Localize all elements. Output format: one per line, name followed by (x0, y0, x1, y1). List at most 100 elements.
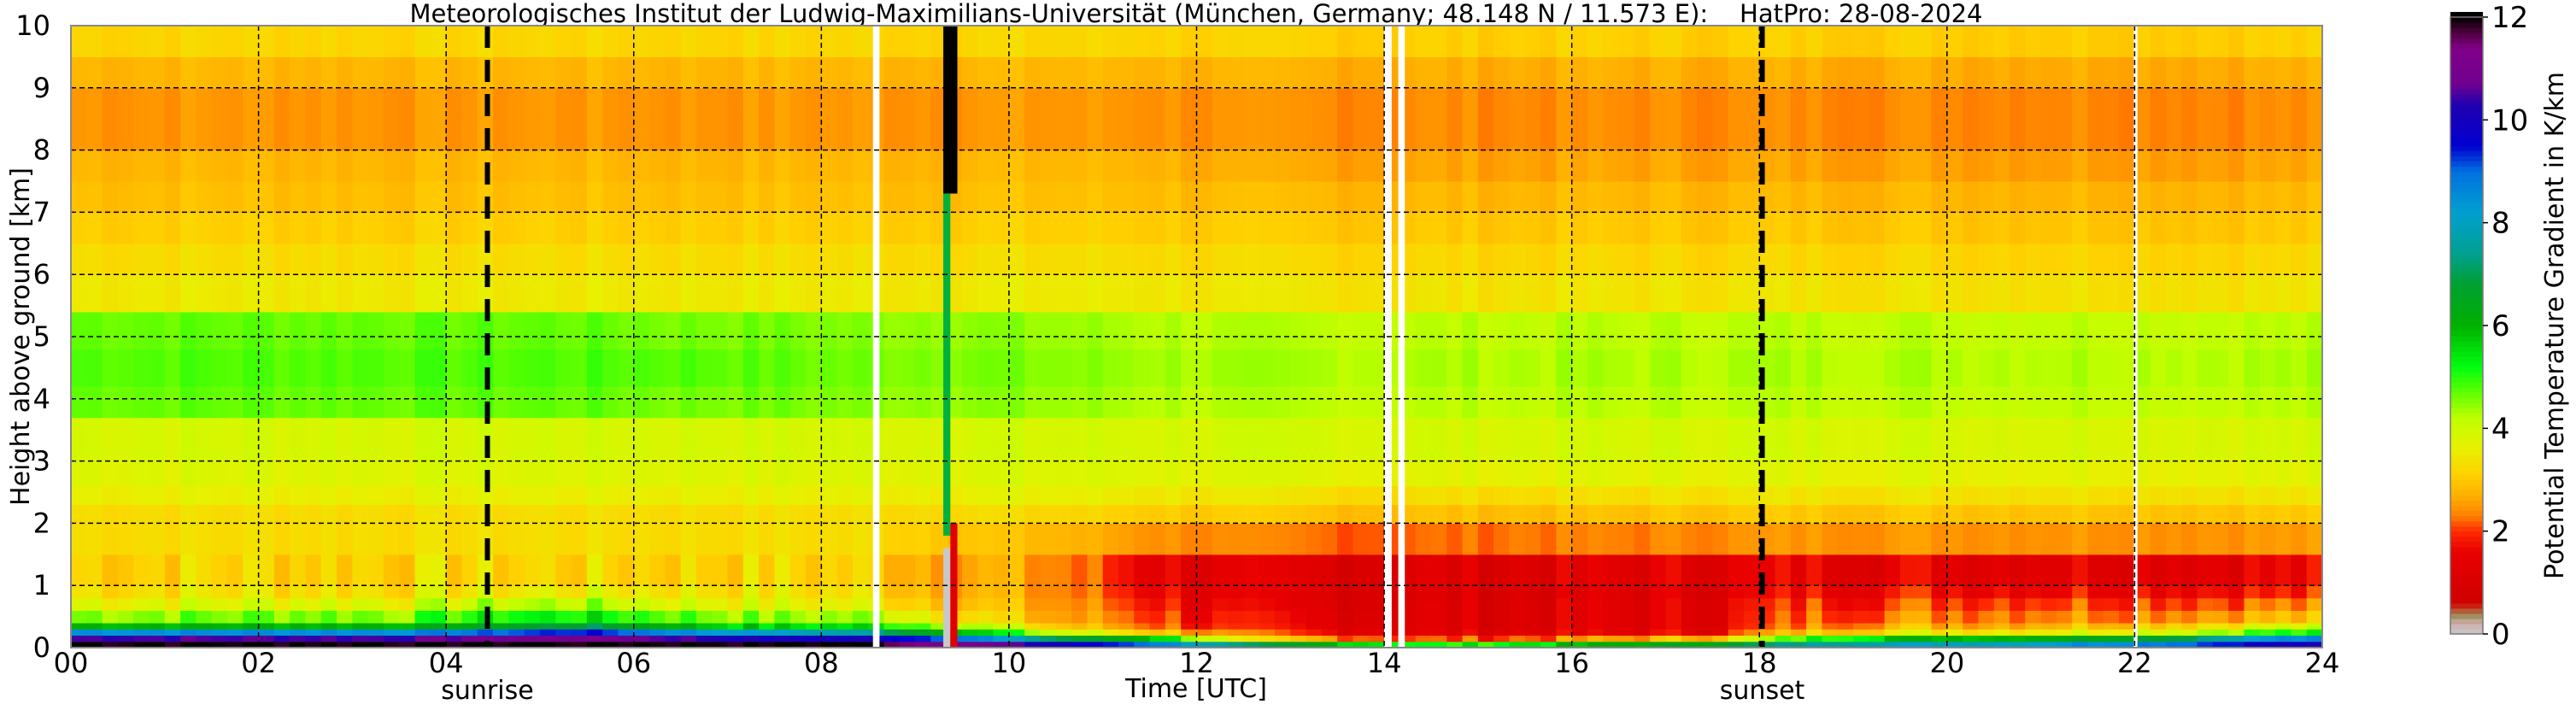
heatmap-cell (633, 119, 650, 151)
heatmap-cell (1790, 554, 1807, 586)
heatmap-cell (2212, 629, 2229, 637)
heatmap-cell (1337, 585, 1354, 599)
heatmap-cell (430, 181, 447, 213)
heatmap-cell (712, 349, 729, 387)
heatmap-cell (1603, 311, 1620, 350)
heatmap-cell (1509, 622, 1526, 630)
heatmap-cell (852, 610, 869, 624)
heatmap-cell (665, 87, 682, 120)
heatmap-cell (1415, 87, 1432, 120)
heatmap-cell (2244, 150, 2261, 182)
heatmap-cell (1540, 504, 1557, 524)
heatmap-cell (1899, 610, 1916, 624)
heatmap-cell (1650, 349, 1667, 387)
heatmap-cell (1603, 554, 1620, 586)
heatmap-cell (742, 585, 760, 599)
heatmap-cell (1368, 635, 1385, 642)
missing-data-gap (1398, 26, 1405, 648)
heatmap-cell (883, 641, 901, 648)
heatmap-cell (1165, 181, 1182, 213)
heatmap-cell (1697, 274, 1713, 313)
heatmap-cell (695, 622, 713, 630)
heatmap-cell (1337, 212, 1354, 244)
heatmap-cell (1963, 212, 1980, 244)
heatmap-cell (789, 150, 807, 182)
heatmap-cell (1337, 629, 1354, 637)
heatmap-cell (383, 87, 400, 120)
heatmap-cell (1493, 212, 1511, 244)
heatmap-cell (196, 629, 213, 637)
heatmap-cell (1524, 635, 1541, 642)
heatmap-cell (2228, 274, 2245, 313)
heatmap-cell (1134, 274, 1151, 313)
heatmap-cell (2134, 181, 2151, 213)
heatmap-cell (71, 504, 87, 524)
heatmap-cell (290, 56, 307, 89)
heatmap-cell (1884, 597, 1901, 611)
heatmap-cell (806, 504, 822, 524)
heatmap-cell (117, 417, 134, 462)
heatmap-cell (243, 150, 260, 182)
heatmap-cell (1274, 386, 1291, 419)
heatmap-cell (2197, 523, 2214, 555)
heatmap-cell (1728, 585, 1745, 599)
heatmap-cell (1806, 622, 1823, 630)
heatmap-cell (430, 554, 447, 586)
heatmap-cell (290, 26, 307, 57)
heatmap-cell (1618, 622, 1635, 630)
heatmap-cell (930, 386, 948, 419)
heatmap-cell (1712, 610, 1729, 624)
heatmap-cell (1524, 504, 1541, 524)
colorbar-segment (2450, 372, 2483, 378)
colorbar-segment (2450, 263, 2483, 270)
heatmap-cell (1618, 150, 1635, 182)
heatmap-cell (508, 26, 525, 57)
heatmap-cell (1540, 349, 1557, 387)
heatmap-cell (1603, 622, 1620, 630)
heatmap-cell (430, 485, 447, 506)
heatmap-cell (320, 485, 337, 506)
heatmap-cell (2087, 386, 2104, 419)
heatmap-cell (1540, 26, 1557, 57)
heatmap-cell (1931, 597, 1948, 611)
heatmap-cell (962, 119, 978, 151)
heatmap-cell (1571, 597, 1588, 611)
heatmap-cell (1822, 87, 1839, 120)
heatmap-cell (258, 523, 275, 555)
heatmap-cell (1228, 386, 1244, 419)
heatmap-cell (2134, 243, 2151, 275)
heatmap-cell (1259, 150, 1276, 182)
heatmap-cell (993, 181, 1010, 213)
colorbar-segment (2450, 109, 2483, 115)
heatmap-cell (1055, 461, 1072, 487)
heatmap-cell (1415, 349, 1432, 387)
heatmap-cell (759, 504, 776, 524)
heatmap-cell (1978, 26, 1995, 57)
heatmap-cell (102, 635, 119, 642)
heatmap-cell (290, 635, 307, 642)
heatmap-cell (695, 212, 713, 244)
heatmap-cell (1790, 485, 1807, 506)
heatmap-cell (602, 56, 619, 89)
heatmap-cell (680, 635, 697, 642)
heatmap-cell (1790, 26, 1807, 57)
heatmap-cell (1118, 585, 1135, 599)
heatmap-cell (759, 597, 776, 611)
heatmap-cell (2275, 349, 2291, 387)
heatmap-cell (899, 629, 916, 637)
heatmap-cell (2306, 243, 2323, 275)
heatmap-cell (1665, 243, 1682, 275)
heatmap-cell (493, 243, 509, 275)
heatmap-cell (1337, 417, 1354, 462)
heatmap-cell (1556, 504, 1573, 524)
heatmap-cell (806, 274, 822, 313)
heatmap-cell (2040, 243, 2057, 275)
heatmap-cell (2228, 610, 2245, 624)
heatmap-cell (2103, 629, 2120, 637)
heatmap-cell (211, 554, 228, 586)
heatmap-cell (1477, 554, 1494, 586)
heatmap-cell (1712, 635, 1729, 642)
heatmap-cell (1102, 629, 1119, 637)
heatmap-cell (1477, 504, 1494, 524)
heatmap-cell (1477, 212, 1494, 244)
